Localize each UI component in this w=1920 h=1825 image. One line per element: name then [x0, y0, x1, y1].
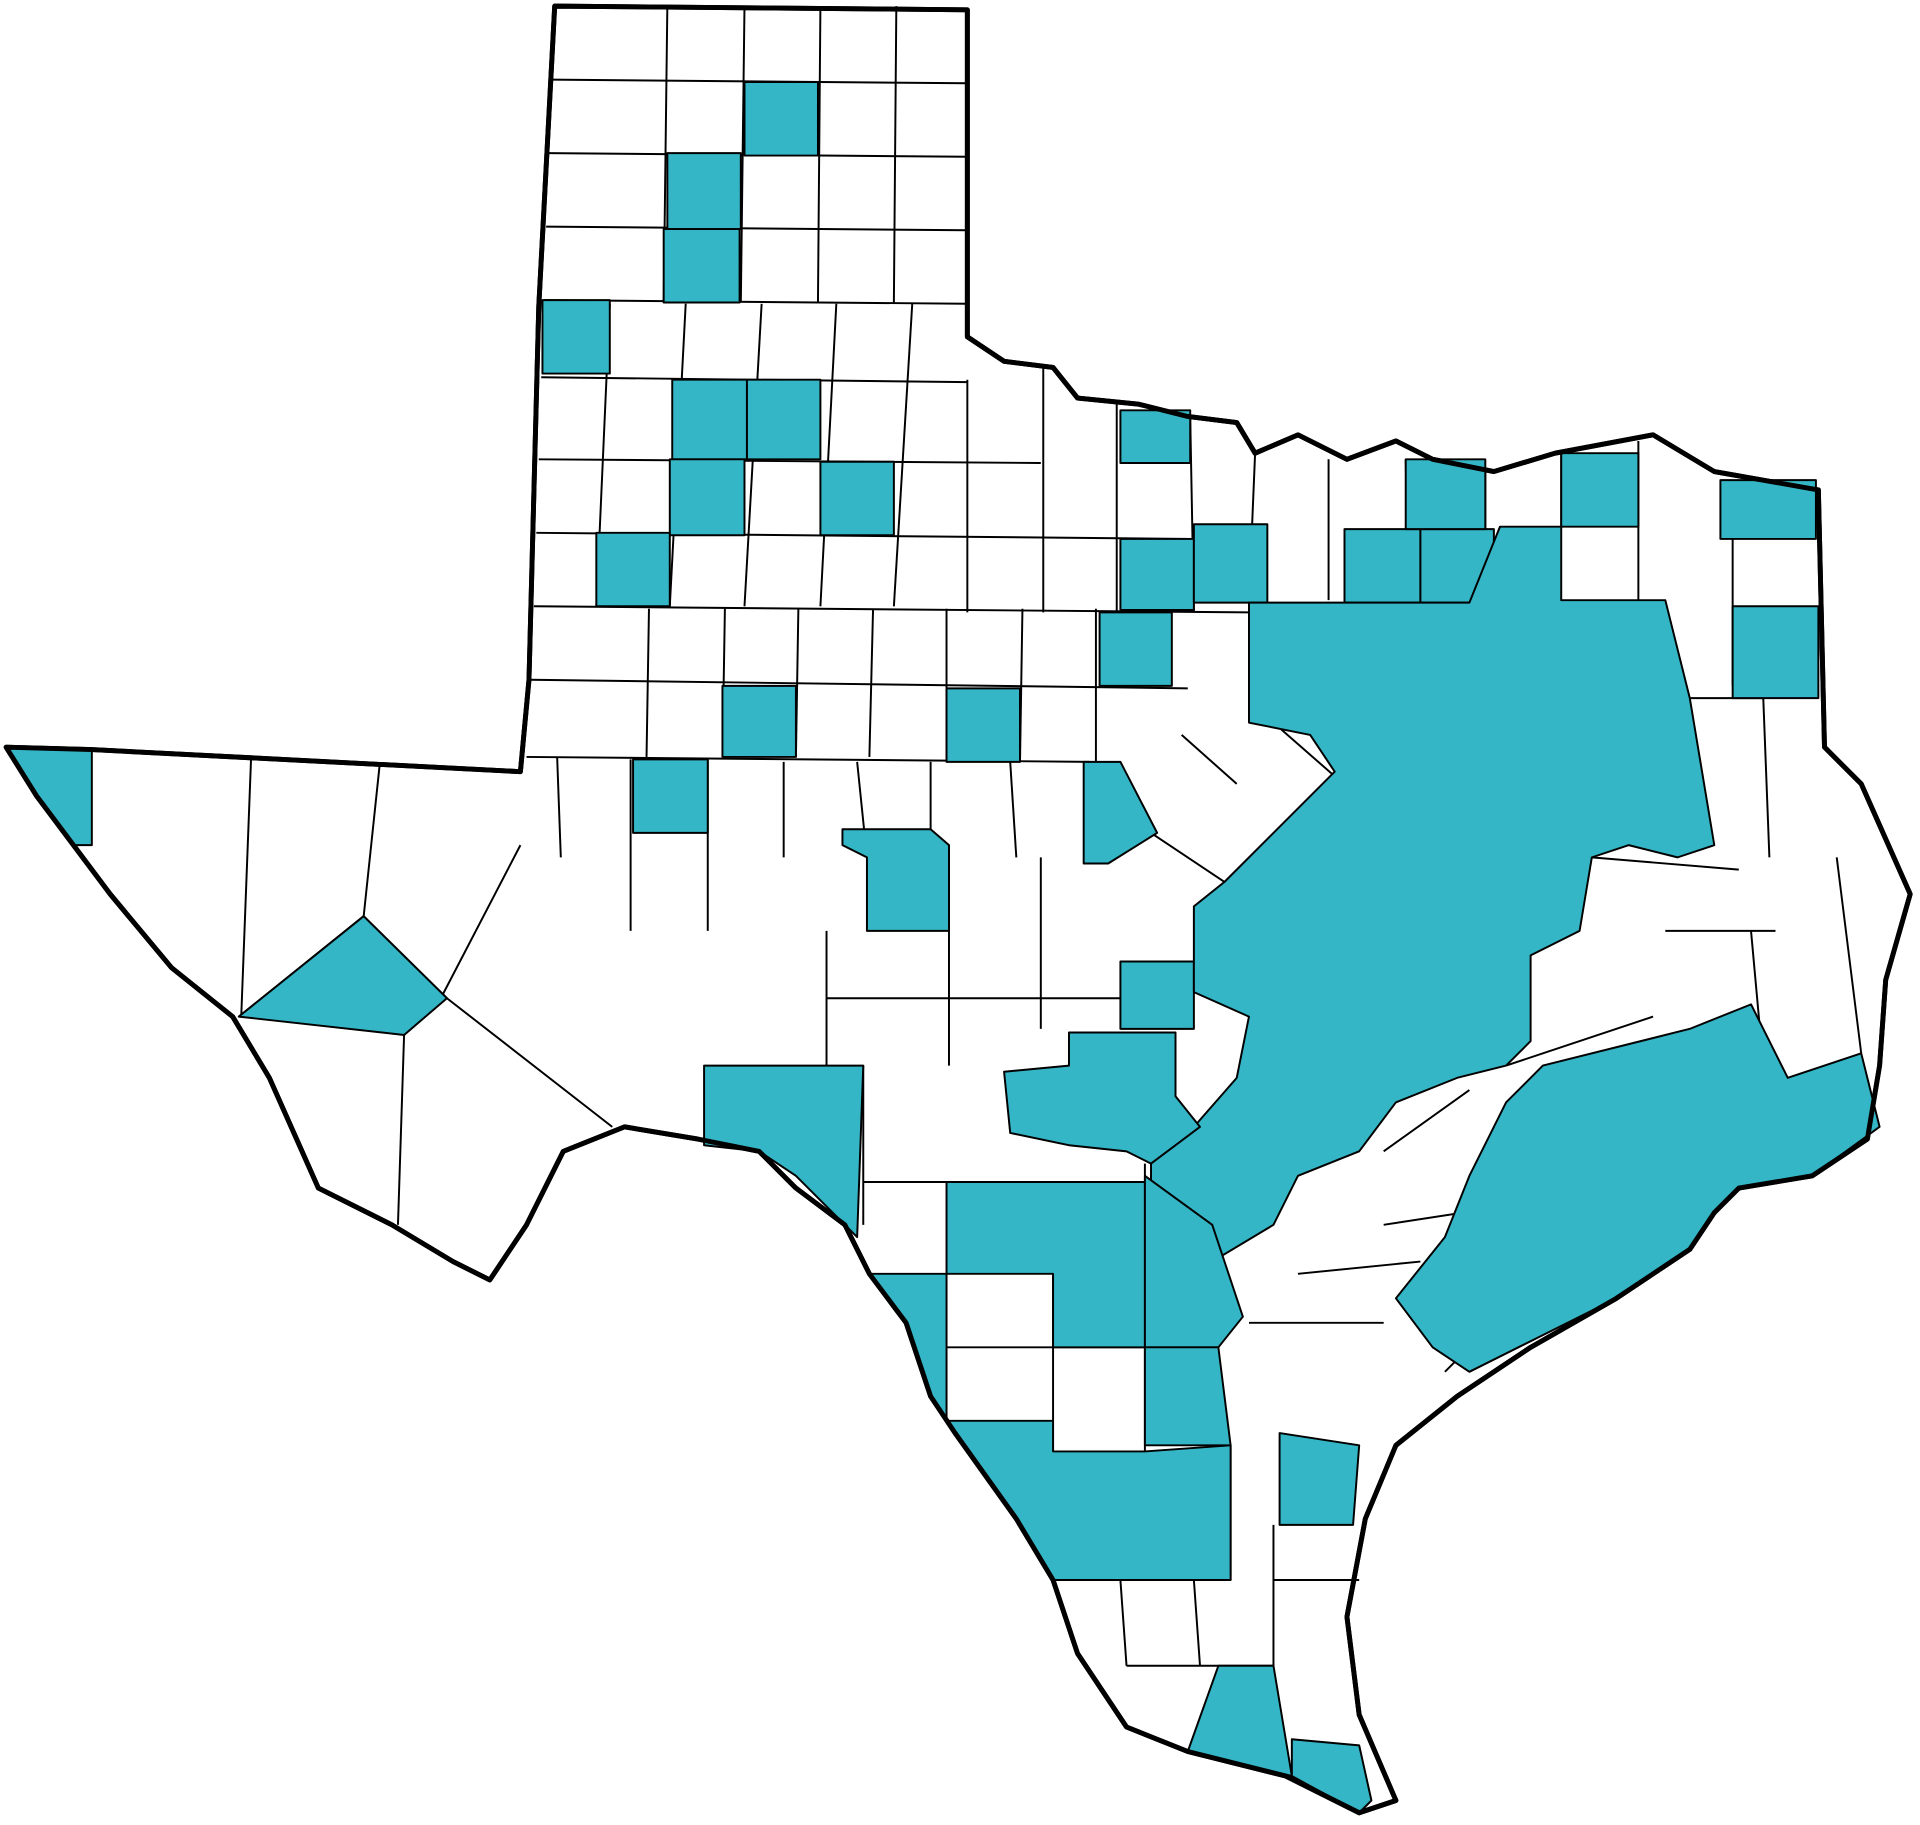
county-border	[546, 225, 968, 232]
highlighted-county	[668, 458, 746, 537]
county-border	[1383, 1089, 1470, 1153]
highlighted-county	[1150, 525, 1716, 1263]
highlighted-county	[632, 758, 709, 834]
highlighted-county	[1290, 1738, 1373, 1814]
county-border	[1591, 856, 1739, 871]
county-border	[739, 6, 746, 303]
county-border	[892, 6, 898, 303]
highlighted-county	[745, 378, 822, 461]
highlighted-county	[662, 228, 741, 304]
county-border	[396, 1034, 406, 1225]
county-border	[1180, 734, 1238, 785]
highlighted-county	[666, 152, 742, 231]
highlighted-county	[841, 828, 950, 932]
county-border	[1505, 1015, 1654, 1067]
county-border	[543, 299, 968, 305]
highlighted-county	[945, 687, 1021, 763]
county-border	[439, 844, 522, 999]
highlighted-counties	[5, 81, 1881, 1814]
county-border	[446, 997, 613, 1128]
county-border	[1192, 1579, 1201, 1666]
county-border	[892, 303, 914, 607]
highlighted-county	[1082, 760, 1159, 865]
highlighted-county	[1719, 479, 1817, 540]
highlighted-county	[595, 531, 671, 608]
highlighted-county	[743, 81, 819, 157]
highlighted-county	[237, 915, 448, 1036]
county-border	[1119, 1579, 1128, 1666]
county-border	[530, 678, 1188, 690]
highlighted-county	[1560, 452, 1640, 528]
texas-state-border	[3, 3, 1913, 1816]
county-border	[645, 608, 650, 757]
highlighted-county	[1098, 611, 1173, 687]
county-border	[556, 756, 562, 858]
highlighted-county	[1143, 1174, 1244, 1349]
county-border	[816, 6, 822, 303]
county-border	[819, 303, 838, 607]
highlighted-county	[1119, 409, 1192, 464]
highlighted-county	[1119, 960, 1195, 1030]
county-border	[1009, 761, 1018, 858]
highlighted-county	[1003, 1031, 1201, 1165]
county-border	[240, 759, 252, 1017]
highlighted-county	[1119, 537, 1195, 611]
highlighted-county	[671, 378, 748, 461]
highlighted-county	[1404, 458, 1487, 531]
county-border	[533, 605, 1249, 614]
highlighted-county	[1192, 523, 1269, 604]
county-border	[868, 608, 875, 757]
county-border	[538, 458, 1041, 464]
highlighted-county	[1343, 528, 1422, 604]
highlighted-county	[1143, 1346, 1232, 1447]
highlighted-county	[721, 684, 797, 758]
highlighted-county	[819, 460, 895, 537]
county-border	[1297, 1260, 1421, 1275]
highlighted-county	[5, 746, 93, 847]
texas-state-outline	[3, 3, 1913, 1816]
county-border	[1762, 698, 1771, 858]
highlighted-county	[703, 1064, 865, 1239]
county-border	[362, 765, 381, 917]
county-border	[1150, 832, 1226, 883]
county-border	[1835, 857, 1863, 1054]
highlighted-county	[1278, 1432, 1361, 1526]
highlighted-county	[541, 299, 611, 375]
highlighted-county	[1731, 605, 1820, 700]
